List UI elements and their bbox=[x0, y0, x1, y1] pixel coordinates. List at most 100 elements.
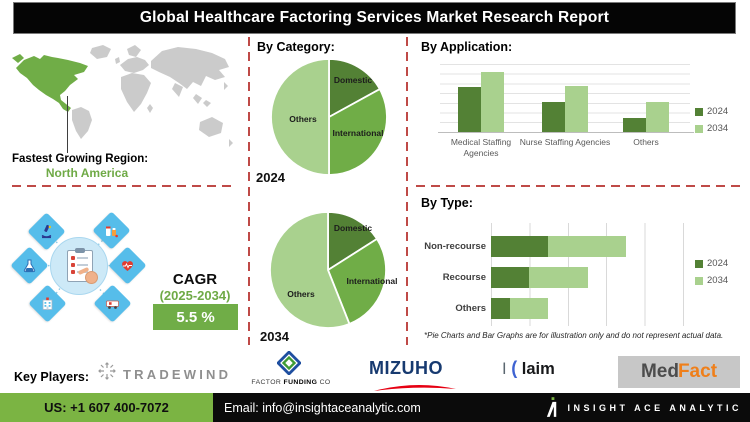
key-players-label: Key Players: bbox=[14, 370, 90, 384]
map-greenland bbox=[90, 45, 111, 59]
application-x-labels: Medical Staffing Agencies Nurse Staffing … bbox=[440, 137, 690, 167]
pie-chart-2034 bbox=[269, 211, 387, 329]
section-title-category: By Category: bbox=[257, 40, 335, 54]
y-axis-label: Others bbox=[455, 302, 486, 314]
legend-item-2024: 2024 bbox=[695, 258, 728, 269]
clipboard-row bbox=[71, 256, 88, 260]
footer-phone-bar: US: +1 607 400-7072 bbox=[0, 393, 213, 422]
section-title-type: By Type: bbox=[421, 196, 473, 210]
clipboard-clip bbox=[75, 248, 85, 253]
type-bar-chart bbox=[491, 223, 684, 326]
cagr-label: CAGR bbox=[172, 271, 218, 288]
legend-chip-2034 bbox=[695, 124, 703, 133]
co-word: CO bbox=[319, 379, 331, 386]
map-pointer-line bbox=[67, 96, 68, 153]
diamond-microscope bbox=[27, 212, 66, 251]
mizuho-logo: MIZUHO bbox=[369, 358, 443, 378]
pie-2034-label-others: Others bbox=[287, 289, 315, 299]
klaim-logo: I ( laim bbox=[502, 358, 555, 379]
tradewind-sparkle-icon bbox=[95, 359, 119, 388]
medfact-logo: Med Fact bbox=[618, 356, 740, 388]
bar-medical-staffing-agencies-2024 bbox=[458, 87, 481, 132]
factor-funding-logo-icon bbox=[276, 350, 302, 380]
segment-recourse-2024 bbox=[491, 267, 529, 288]
dashed-divider-right bbox=[416, 185, 745, 187]
legend-chip-2024 bbox=[695, 107, 703, 116]
legend-label-2024: 2024 bbox=[707, 258, 729, 269]
legend-label-2034: 2034 bbox=[707, 275, 729, 286]
y-axis-label: Recourse bbox=[442, 271, 486, 283]
factor-funding-logo: FACTOR FUNDING CO bbox=[241, 379, 341, 386]
pie-2024-label-others: Others bbox=[289, 114, 317, 124]
legend-item-2024: 2024 bbox=[695, 106, 728, 117]
disclaimer-note: *Pie Charts and Bar Graphs are for illus… bbox=[424, 331, 724, 340]
klaim-paren: ( bbox=[511, 358, 518, 378]
type-legend: 2024 2034 bbox=[695, 258, 728, 292]
type-y-labels: Non-recourse Recourse Others bbox=[408, 223, 486, 326]
report-title: Global Healthcare Factoring Services Mar… bbox=[139, 9, 610, 26]
x-axis-label: Nurse Staffing Agencies bbox=[519, 137, 611, 147]
klaim-text: laim bbox=[521, 360, 555, 378]
application-legend: 2024 2034 bbox=[695, 106, 728, 140]
clipboard-icon bbox=[67, 248, 98, 284]
pie-year-2034: 2034 bbox=[260, 329, 289, 344]
bar-others-2034 bbox=[646, 102, 669, 132]
bar-others-2024 bbox=[623, 117, 646, 132]
map-north-america-highlight bbox=[12, 54, 88, 112]
pie-2034-slice-others bbox=[269, 211, 351, 329]
dashed-divider-vertical-right bbox=[406, 37, 408, 345]
ambulance-icon bbox=[99, 290, 126, 317]
cagr-value: 5.5 % bbox=[176, 308, 215, 326]
cagr-period: (2025-2034) bbox=[159, 288, 231, 303]
flask-icon bbox=[16, 252, 43, 279]
dashed-divider-left bbox=[12, 185, 234, 187]
medfact-fact: Fact bbox=[677, 361, 718, 382]
legend-chip-2034 bbox=[695, 276, 703, 285]
diamond-medicine bbox=[92, 211, 131, 250]
klaim-i: I bbox=[502, 360, 507, 378]
pie-2024-slice-domestic bbox=[328, 58, 382, 119]
bar-nurse-staffing-agencies-2024 bbox=[542, 102, 565, 132]
illustration-center-circle bbox=[50, 237, 108, 295]
section-title-application: By Application: bbox=[421, 40, 513, 54]
footer-phone: US: +1 607 400-7072 bbox=[44, 400, 169, 415]
legend-item-2034: 2034 bbox=[695, 275, 728, 286]
medfact-med: Med bbox=[640, 361, 679, 382]
mizuho-swoosh-icon bbox=[372, 379, 458, 397]
footer-brand-name: INSIGHT ACE ANALYTIC bbox=[567, 402, 742, 413]
footer-brand: INSIGHT ACE ANALYTIC bbox=[545, 393, 742, 422]
pie-2024-label-international: International bbox=[332, 128, 384, 138]
insight-ace-logo-icon bbox=[547, 397, 557, 417]
segment-non-recourse-2024 bbox=[491, 236, 548, 257]
segment-others-2024 bbox=[491, 298, 510, 319]
heart-ecg-icon bbox=[114, 252, 141, 279]
factor-word: FACTOR bbox=[251, 379, 282, 386]
diamond-hospital bbox=[28, 284, 67, 323]
pie-year-2024: 2024 bbox=[256, 170, 285, 185]
footer-black-bar bbox=[213, 393, 750, 422]
bar-medical-staffing-agencies-2034 bbox=[481, 72, 504, 132]
hand-icon bbox=[85, 271, 98, 284]
segment-others-2034 bbox=[510, 298, 548, 319]
medicine-icon bbox=[98, 217, 125, 244]
funding-word: FUNDING bbox=[283, 379, 318, 386]
fastest-growing-region: North America bbox=[45, 166, 129, 180]
diamond-ambulance bbox=[93, 284, 132, 323]
fastest-growing-label: Fastest Growing Region: bbox=[12, 153, 149, 165]
application-chart-axis bbox=[438, 132, 694, 133]
cagr-value-badge: 5.5 % bbox=[153, 304, 238, 330]
diamond-flask bbox=[10, 246, 49, 285]
dashed-divider-vertical-left bbox=[248, 37, 250, 345]
report-title-bar: Global Healthcare Factoring Services Mar… bbox=[13, 2, 736, 34]
tradewind-logo: TRADEWIND bbox=[123, 367, 232, 382]
pie-2034-slice-international bbox=[326, 237, 387, 326]
segment-non-recourse-2034 bbox=[548, 236, 627, 257]
pie-chart-2024 bbox=[270, 58, 388, 176]
world-map bbox=[12, 45, 233, 147]
x-axis-label: Medical Staffing Agencies bbox=[450, 137, 512, 159]
microscope-icon bbox=[33, 218, 60, 245]
pie-2034-label-domestic: Domestic bbox=[333, 223, 373, 233]
pie-2034-label-international: International bbox=[346, 276, 398, 286]
pie-2024-slice-international bbox=[328, 87, 388, 176]
